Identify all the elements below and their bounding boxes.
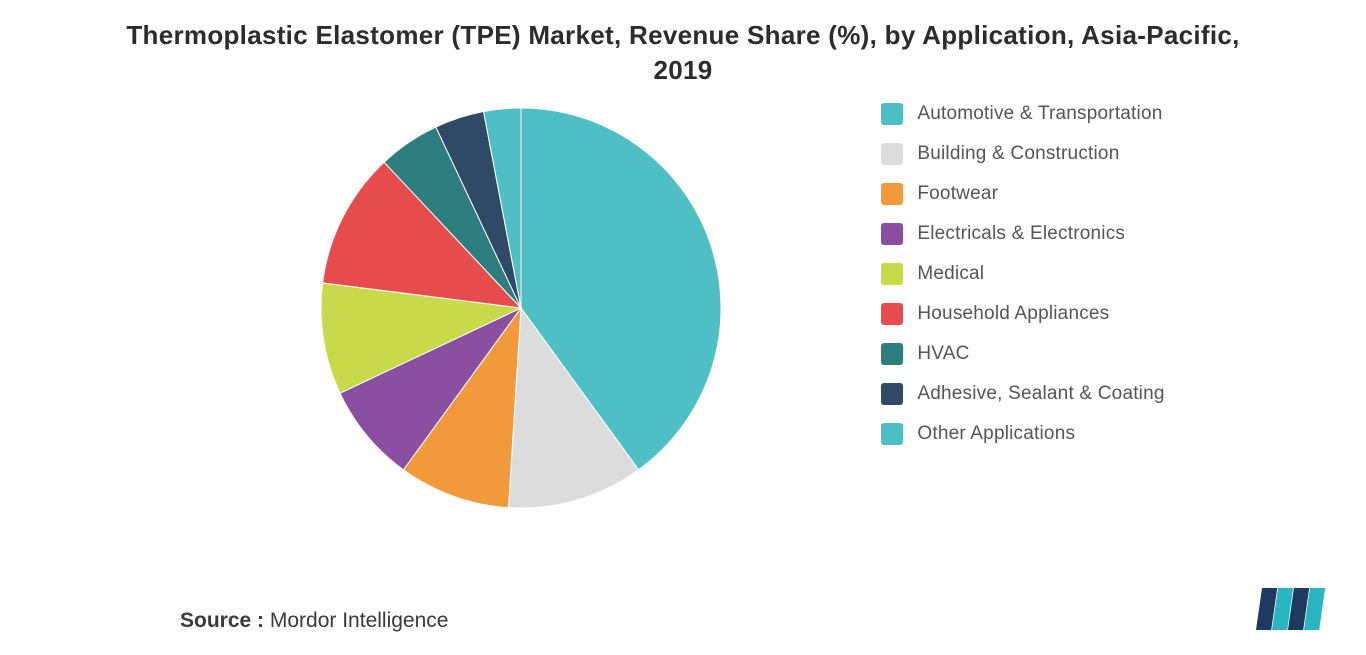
legend-item: Footwear bbox=[881, 183, 1164, 205]
legend-swatch bbox=[881, 223, 903, 245]
legend-swatch bbox=[881, 423, 903, 445]
legend-label: Electricals & Electronics bbox=[917, 223, 1125, 245]
legend-label: Other Applications bbox=[917, 423, 1075, 445]
legend-item: Adhesive, Sealant & Coating bbox=[881, 383, 1164, 405]
legend-item: Automotive & Transportation bbox=[881, 103, 1164, 125]
legend-label: Adhesive, Sealant & Coating bbox=[917, 383, 1164, 405]
chart-title-line2: 2019 bbox=[653, 55, 712, 85]
source-label: Source : bbox=[180, 609, 264, 632]
legend-item: Medical bbox=[881, 263, 1164, 285]
legend-swatch bbox=[881, 143, 903, 165]
legend-label: Household Appliances bbox=[917, 303, 1109, 325]
legend-label: Building & Construction bbox=[917, 143, 1119, 165]
legend-swatch bbox=[881, 343, 903, 365]
legend-swatch bbox=[881, 263, 903, 285]
legend-item: Electricals & Electronics bbox=[881, 223, 1164, 245]
legend-item: Other Applications bbox=[881, 423, 1164, 445]
chart-title-line1: Thermoplastic Elastomer (TPE) Market, Re… bbox=[126, 20, 1239, 50]
pie-chart bbox=[201, 98, 841, 538]
brand-logo-icon bbox=[1256, 588, 1326, 630]
chart-title: Thermoplastic Elastomer (TPE) Market, Re… bbox=[0, 0, 1366, 88]
legend-label: HVAC bbox=[917, 343, 969, 365]
pie-chart-container bbox=[201, 98, 841, 538]
chart-area: Automotive & Transportation Building & Co… bbox=[0, 98, 1366, 538]
source-attribution: Source : Mordor Intelligence bbox=[180, 609, 448, 633]
source-value: Mordor Intelligence bbox=[270, 609, 449, 632]
legend-label: Medical bbox=[917, 263, 984, 285]
brand-logo bbox=[1256, 588, 1326, 635]
legend-item: Household Appliances bbox=[881, 303, 1164, 325]
legend-swatch bbox=[881, 303, 903, 325]
legend-item: Building & Construction bbox=[881, 143, 1164, 165]
legend-label: Footwear bbox=[917, 183, 998, 205]
legend: Automotive & Transportation Building & Co… bbox=[881, 98, 1164, 463]
legend-item: HVAC bbox=[881, 343, 1164, 365]
legend-label: Automotive & Transportation bbox=[917, 103, 1162, 125]
legend-swatch bbox=[881, 183, 903, 205]
legend-swatch bbox=[881, 103, 903, 125]
legend-swatch bbox=[881, 383, 903, 405]
